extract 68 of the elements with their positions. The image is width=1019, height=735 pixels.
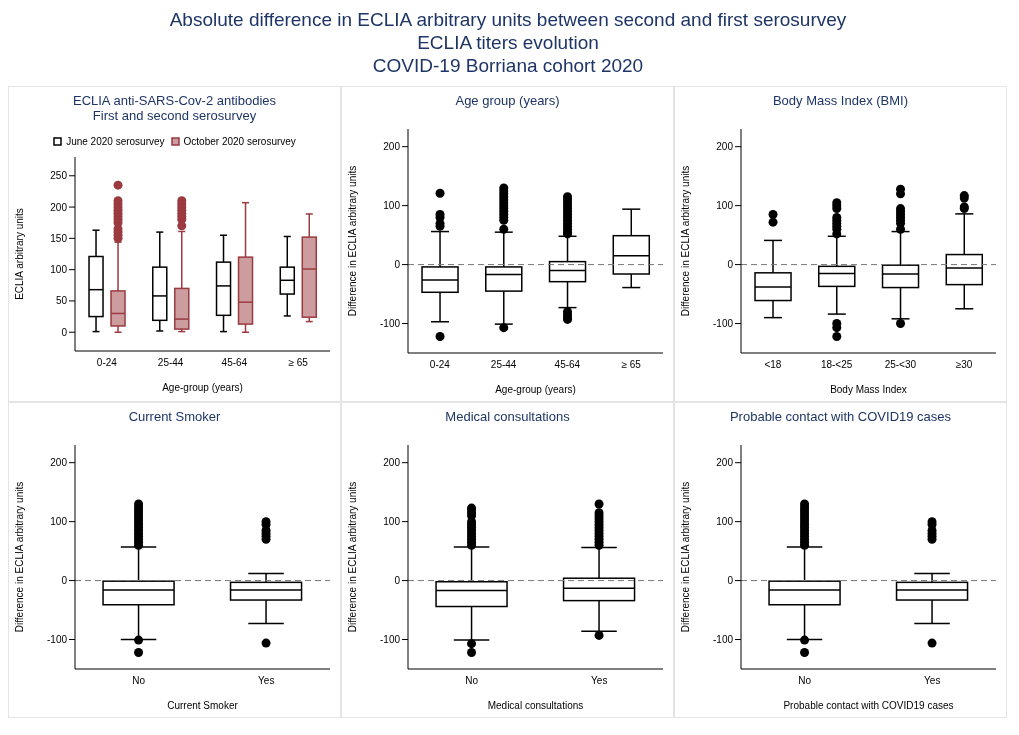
x-tick-label: 45-64 (554, 359, 581, 371)
chart-title: Medical consultations (444, 409, 571, 424)
x-axis-title: Body Mass Index (830, 384, 907, 395)
x-tick-label: Yes (258, 675, 275, 687)
chart-title: ECLIA anti-SARS-Cov-2 antibodies (71, 93, 277, 108)
y-axis-title: ECLIA arbitrary units (13, 208, 25, 300)
x-tick-label: Yes (591, 675, 608, 687)
y-tick-label: 0 (394, 575, 401, 587)
x-tick-label: ≥ 65 (621, 359, 642, 371)
y-tick-label: 0 (61, 575, 68, 587)
y-tick-label: 100 (50, 264, 68, 276)
y-tick-label: -100 (379, 318, 401, 330)
x-tick-label: 0-24 (429, 359, 451, 371)
y-axis-title: Difference in ECLIA arbitrary units (346, 481, 358, 633)
chart-title: Body Mass Index (BMI) (771, 93, 910, 108)
x-tick-label: 18-<25 (820, 359, 853, 371)
y-tick-label: 200 (50, 457, 68, 469)
y-tick-label: -100 (712, 318, 734, 330)
y-tick-label: 200 (383, 141, 401, 153)
y-axis-title: Difference in ECLIA arbitrary units (679, 481, 691, 633)
y-axis-title: Difference in ECLIA arbitrary units (346, 165, 358, 317)
y-tick-label: 0 (61, 326, 68, 338)
x-tick-label: ≥30 (955, 359, 973, 371)
x-axis-title: Current Smoker (167, 700, 239, 711)
y-tick-label: 200 (716, 457, 734, 469)
y-tick-label: 100 (383, 516, 401, 528)
chart-title: Age group (years) (454, 93, 561, 108)
x-tick-label: ≥ 65 (288, 357, 309, 369)
x-tick-label: Yes (924, 675, 941, 687)
y-tick-label: 0 (727, 575, 734, 587)
y-tick-label: 250 (50, 170, 68, 182)
x-tick-label: No (798, 675, 812, 687)
text: COVID-19 Borriana cohort 2020 (371, 54, 645, 77)
y-tick-label: 100 (716, 200, 734, 212)
y-tick-label: -100 (712, 634, 734, 646)
x-tick-label: 25-<30 (884, 359, 917, 371)
text: Absolute difference in ECLIA arbitrary units between second and first serosurvey (168, 8, 848, 31)
x-axis-title: Probable contact with COVID19 cases (783, 700, 954, 711)
y-tick-label: 50 (55, 295, 68, 307)
y-tick-label: 100 (383, 200, 401, 212)
y-tick-label: 200 (716, 141, 734, 153)
x-tick-label: 25-44 (157, 357, 184, 369)
y-tick-label: -100 (379, 634, 401, 646)
y-tick-label: 100 (50, 516, 68, 528)
y-axis-title: Difference in ECLIA arbitrary units (13, 481, 25, 633)
y-tick-label: 0 (727, 259, 734, 271)
y-tick-label: 200 (50, 201, 68, 213)
legend-label: June 2020 serosurvey (66, 135, 165, 147)
chart-title: Current Smoker (127, 409, 222, 424)
y-tick-label: 0 (394, 259, 401, 271)
y-tick-label: 150 (50, 232, 68, 244)
x-axis-title: Age-group (years) (162, 382, 243, 393)
legend-label: October 2020 serosurvey (183, 135, 296, 147)
chart-title: Probable contact with COVID19 cases (728, 409, 953, 424)
x-axis-title: Age-group (years) (495, 384, 576, 395)
y-axis-title: Difference in ECLIA arbitrary units (679, 165, 691, 317)
y-tick-label: -100 (46, 634, 68, 646)
text: ECLIA titers evolution (416, 31, 600, 54)
chart-subtitle: First and second serosurvey (91, 108, 258, 123)
x-tick-label: <18 (764, 359, 782, 371)
y-tick-label: 200 (383, 457, 401, 469)
y-tick-label: 100 (716, 516, 734, 528)
x-tick-label: 25-44 (490, 359, 517, 371)
x-axis-title: Medical consultations (487, 700, 584, 711)
x-tick-label: 0-24 (96, 357, 118, 369)
x-tick-label: No (465, 675, 479, 687)
x-tick-label: 45-64 (221, 357, 248, 369)
x-tick-label: No (132, 675, 146, 687)
